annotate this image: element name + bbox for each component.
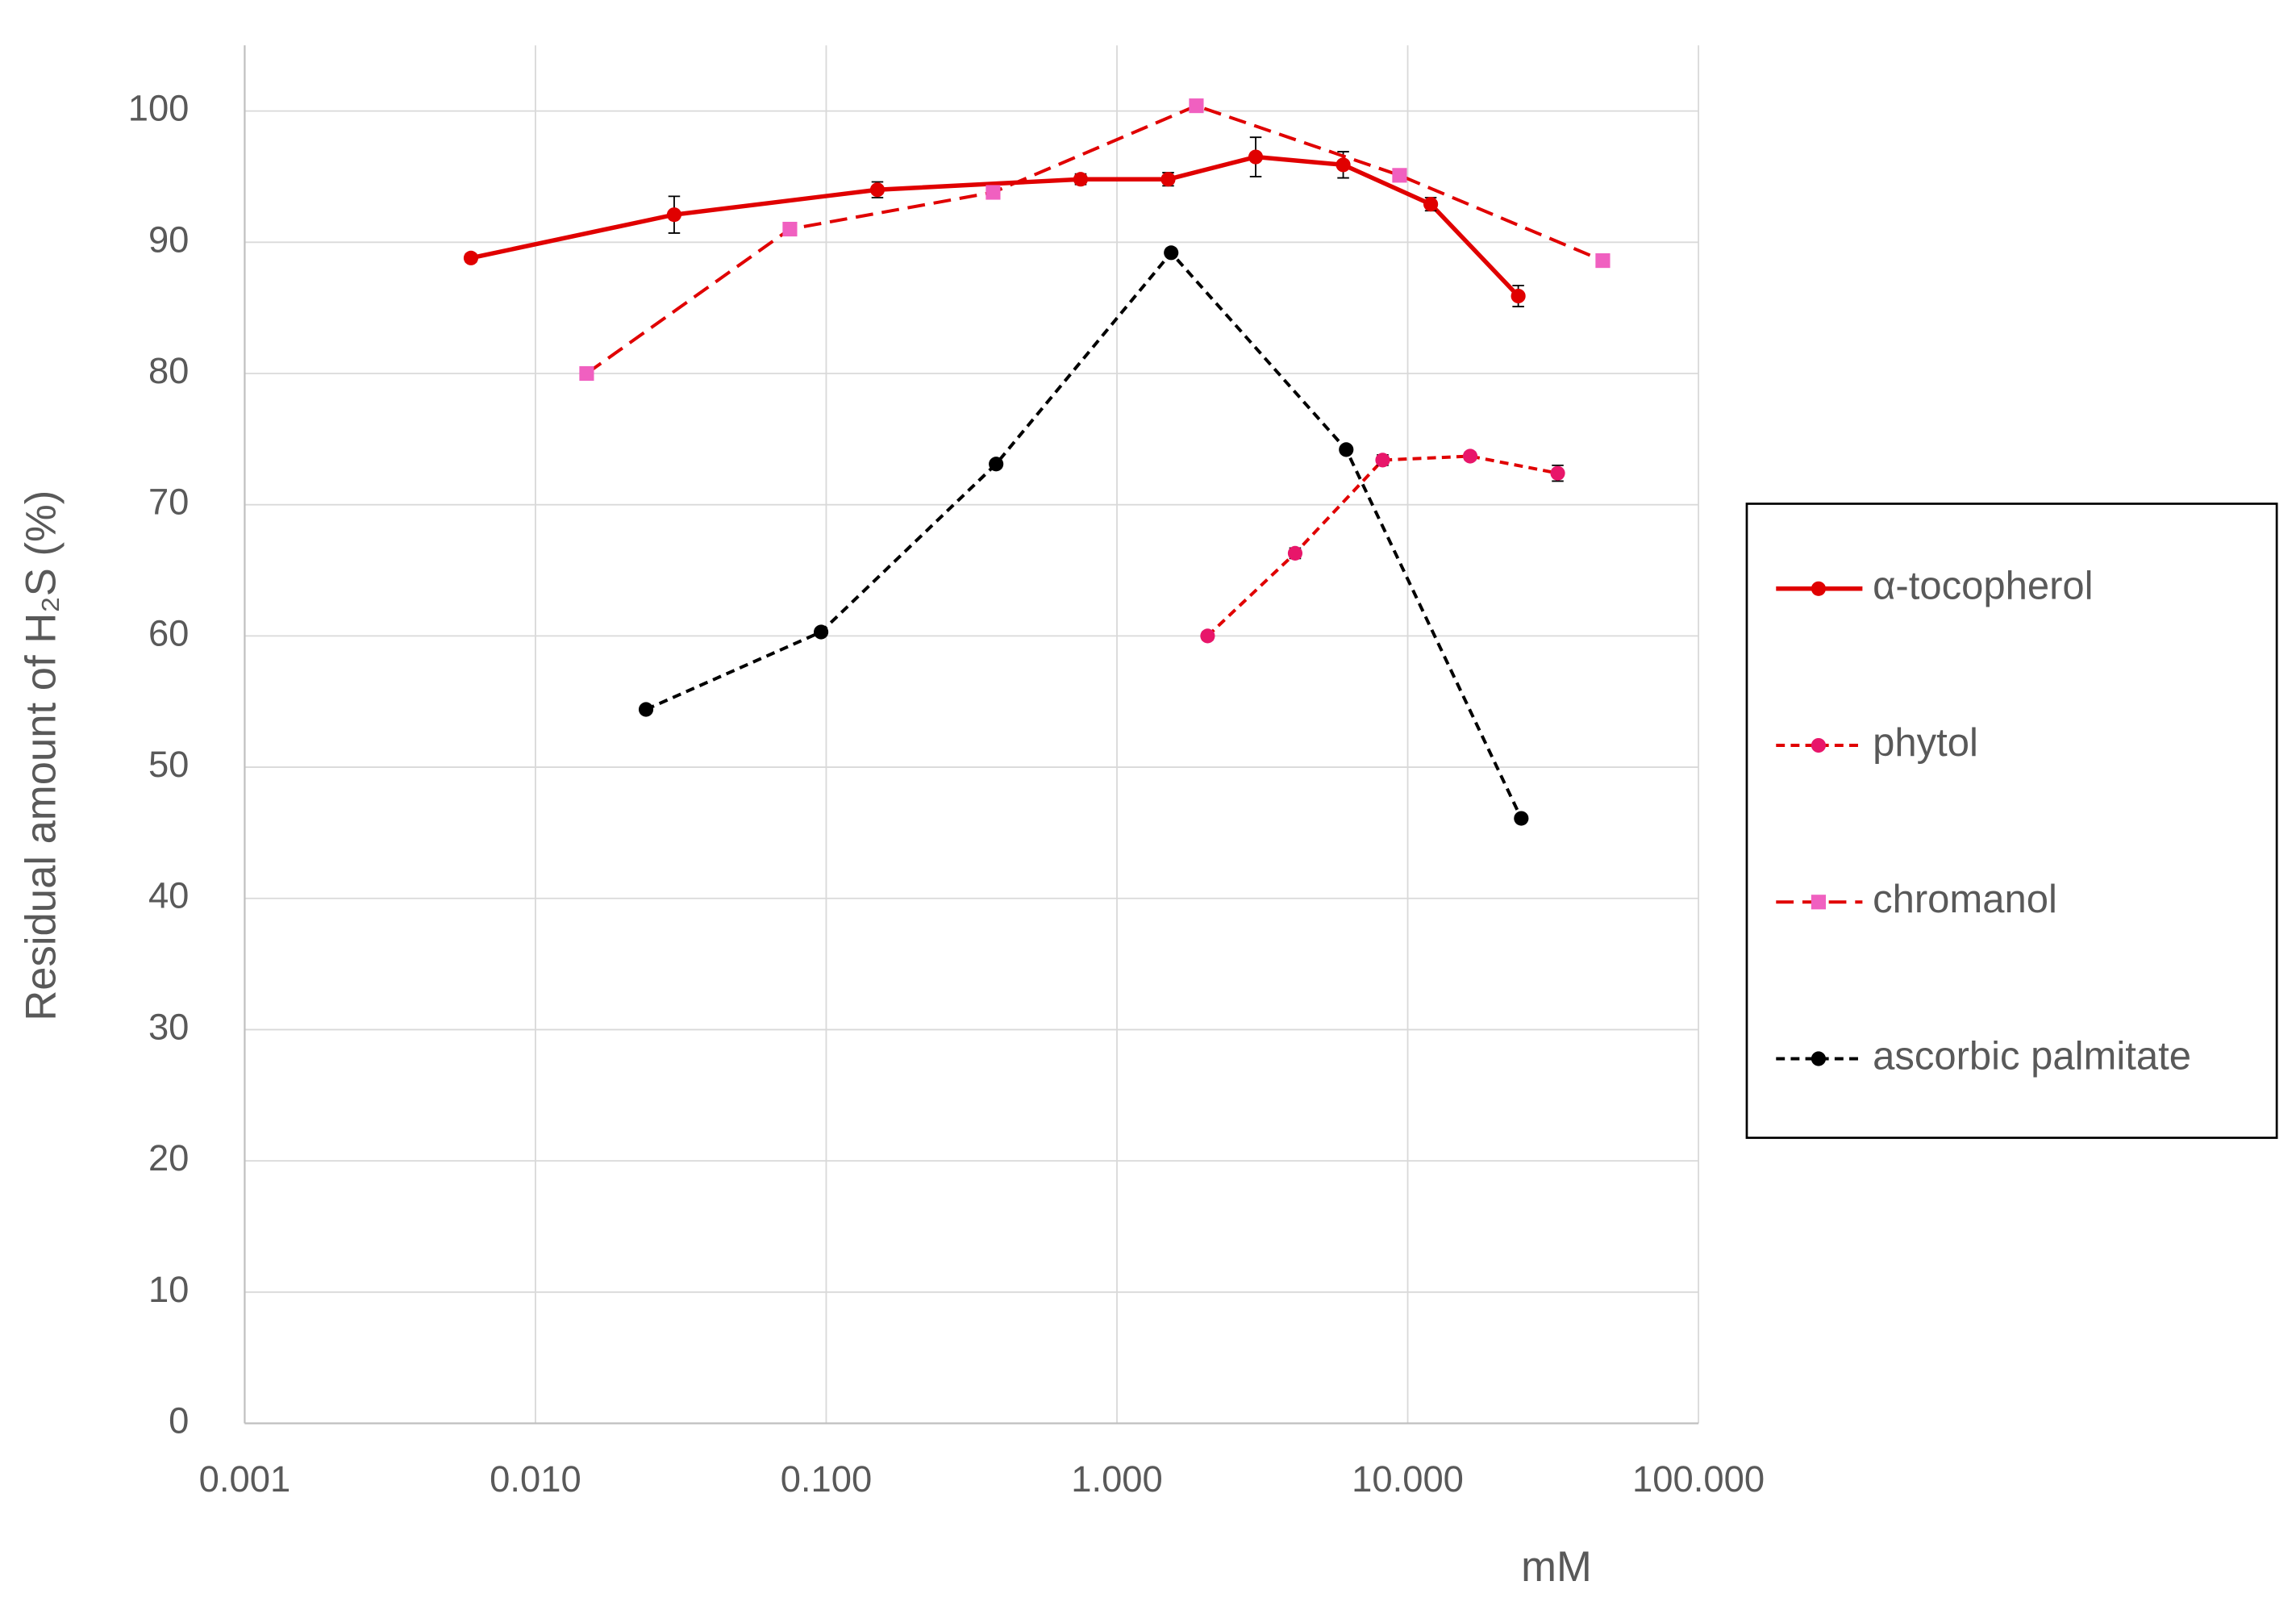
marker: [638, 702, 654, 717]
marker: [1550, 465, 1565, 481]
y-tick-label: 10: [148, 1269, 189, 1310]
marker: [1073, 172, 1089, 187]
marker: [1161, 172, 1176, 187]
marker: [1336, 157, 1351, 173]
legend-box: [1745, 503, 2278, 1139]
marker: [579, 365, 594, 382]
legend-swatch-marker: [1811, 581, 1827, 596]
y-tick-label: 30: [148, 1006, 189, 1047]
series-line: [585, 103, 1604, 375]
series-line: [645, 250, 1523, 820]
marker: [1423, 197, 1439, 212]
marker: [1164, 245, 1179, 261]
marker: [869, 182, 885, 198]
y-tick-label: 40: [148, 875, 189, 916]
y-tick-label: 80: [148, 350, 189, 391]
legend-swatch-marker: [1811, 895, 1827, 910]
marker: [1287, 545, 1303, 561]
marker: [1514, 811, 1529, 826]
marker: [1189, 98, 1204, 114]
y-tick-label: 90: [148, 219, 189, 260]
marker: [1595, 253, 1611, 269]
y-tick-label: 100: [128, 88, 190, 129]
marker: [782, 221, 798, 237]
x-axis-label: mM: [1521, 1543, 1592, 1591]
marker: [1248, 149, 1264, 165]
marker: [1462, 448, 1478, 464]
x-tick-label: 0.001: [199, 1458, 291, 1500]
y-tick-label: 0: [169, 1400, 189, 1441]
marker: [1511, 288, 1526, 304]
marker: [1392, 168, 1407, 183]
legend-swatch-marker: [1811, 1051, 1827, 1066]
x-tick-label: 0.100: [781, 1458, 873, 1500]
legend-label: phytol: [1873, 721, 1978, 765]
marker: [1375, 453, 1390, 468]
x-tick-label: 1.000: [1071, 1458, 1163, 1500]
y-tick-label: 60: [148, 612, 189, 653]
marker: [1200, 628, 1215, 644]
y-tick-label: 50: [148, 744, 189, 785]
legend-label: ascorbic palmitate: [1873, 1034, 2191, 1078]
series-line: [470, 154, 1520, 298]
x-tick-label: 0.010: [490, 1458, 581, 1500]
marker: [989, 457, 1004, 472]
y-axis-label: Residual amount of H₂S (%): [18, 490, 65, 1021]
legend-swatch-marker: [1811, 737, 1827, 753]
x-tick-label: 10.000: [1352, 1458, 1464, 1500]
marker: [1339, 442, 1354, 457]
series-line: [1206, 454, 1558, 637]
x-tick-label: 100.000: [1632, 1458, 1765, 1500]
marker: [666, 207, 682, 223]
marker: [985, 185, 1001, 200]
legend-label: α-tocopherol: [1873, 565, 2093, 608]
legend-label: chromanol: [1873, 878, 2057, 921]
marker: [463, 250, 479, 265]
y-tick-label: 70: [148, 482, 189, 523]
marker: [814, 624, 829, 640]
y-tick-label: 20: [148, 1137, 189, 1179]
